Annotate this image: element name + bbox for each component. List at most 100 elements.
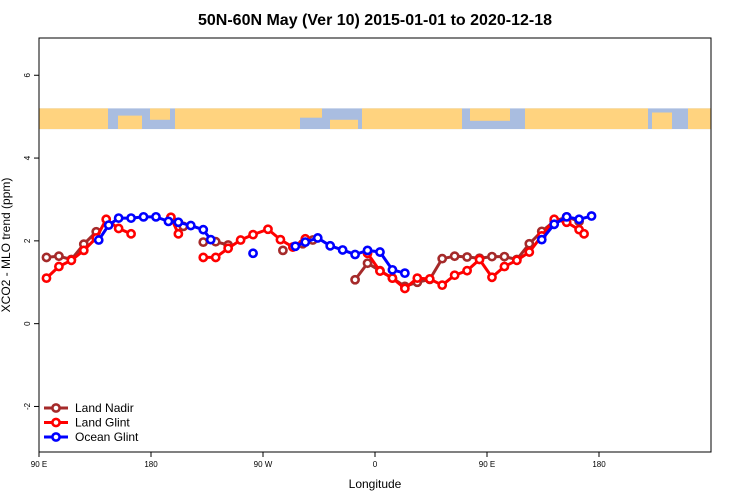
data-point [198, 252, 209, 263]
land-shape [118, 115, 142, 130]
data-point [278, 245, 288, 256]
data-point [54, 251, 64, 262]
data-point [138, 211, 149, 222]
data-point [499, 251, 510, 262]
data-point [449, 270, 460, 281]
data-point [536, 234, 547, 245]
data-point [325, 240, 336, 251]
data-point [474, 254, 485, 265]
y-tick-label: 2 [23, 238, 32, 243]
land-shape [150, 108, 170, 120]
data-point [248, 229, 258, 240]
land-shape [300, 108, 322, 118]
legend-label: Land Glint [75, 416, 130, 430]
data-point [66, 255, 77, 266]
data-point [275, 234, 286, 245]
data-point [151, 211, 161, 222]
data-point [399, 283, 410, 294]
data-point [586, 211, 597, 221]
y-axis-label: XCO2 - MLO trend (ppm) [0, 178, 13, 313]
data-point [524, 247, 535, 257]
data-point [163, 216, 174, 227]
data-point [312, 233, 323, 243]
data-point [437, 253, 448, 264]
data-point [337, 245, 348, 255]
series-ocean-glint [93, 211, 597, 279]
plot-frame [38, 37, 712, 453]
data-point [126, 228, 136, 239]
data-point [113, 213, 124, 223]
legend-marker [51, 432, 61, 442]
world-map-band [39, 108, 711, 130]
data-point [399, 268, 410, 279]
data-point [524, 238, 535, 249]
data-point [198, 224, 209, 235]
data-point [103, 220, 114, 231]
y-tick-label: -2 [23, 402, 32, 410]
land-shape [688, 108, 711, 130]
data-point [93, 235, 104, 245]
x-tick-label: 180 [144, 460, 158, 469]
legend-marker [51, 417, 61, 428]
data-point [412, 273, 423, 284]
x-tick-label: 90 E [479, 460, 495, 469]
data-point [561, 211, 572, 222]
data-point [362, 258, 373, 269]
data-point [574, 214, 584, 225]
data-point [235, 235, 246, 245]
land-shape [175, 108, 300, 130]
legend-label: Land Nadir [75, 401, 134, 415]
series-land-glint [41, 212, 589, 294]
series-land-nadir [41, 211, 584, 292]
land-shape [525, 108, 648, 130]
legend-marker [51, 403, 61, 413]
data-point [185, 220, 196, 231]
series-line [294, 236, 406, 275]
data-point [549, 219, 560, 230]
data-point [198, 237, 209, 248]
data-point [487, 251, 497, 262]
data-point [41, 252, 52, 263]
data-point [437, 280, 448, 291]
data-point [449, 251, 460, 262]
data-point [350, 274, 360, 285]
data-point [113, 223, 124, 234]
data-point [462, 265, 472, 276]
land-shape [330, 119, 358, 130]
data-point [499, 261, 510, 272]
data-point [223, 243, 234, 254]
data-point [375, 266, 385, 276]
y-tick-label: 6 [23, 72, 32, 77]
data-point [210, 252, 221, 263]
data-point [248, 248, 258, 259]
land-shape [362, 108, 462, 130]
chart-title: 50N-60N May (Ver 10) 2015-01-01 to 2020-… [198, 12, 552, 29]
x-tick-label: 90 E [31, 460, 47, 469]
x-tick-label: 90 W [254, 460, 273, 469]
data-point [263, 224, 273, 235]
data-point [290, 241, 301, 252]
data-point [387, 273, 398, 284]
map-band-land [39, 108, 711, 130]
data-point [41, 273, 52, 284]
land-shape [652, 112, 672, 130]
y-tick-label: 4 [23, 155, 32, 160]
axes-layer: 90 E 180 90 W 0 90 E 180 -2 0 2 4 6 [23, 37, 712, 469]
data-point [173, 217, 184, 228]
x-tick-label: 180 [592, 460, 606, 469]
data-point [511, 255, 522, 266]
series-layer [41, 211, 597, 294]
data-point [350, 249, 360, 260]
data-point [54, 261, 64, 272]
data-point [78, 245, 89, 256]
y-tick-label: 0 [23, 321, 32, 326]
data-point [579, 228, 589, 239]
data-point [300, 237, 311, 248]
x-axis-label: Longitude [349, 477, 402, 491]
data-point [462, 252, 472, 262]
data-point [126, 213, 136, 223]
data-point [173, 228, 184, 239]
land-shape [470, 108, 510, 121]
